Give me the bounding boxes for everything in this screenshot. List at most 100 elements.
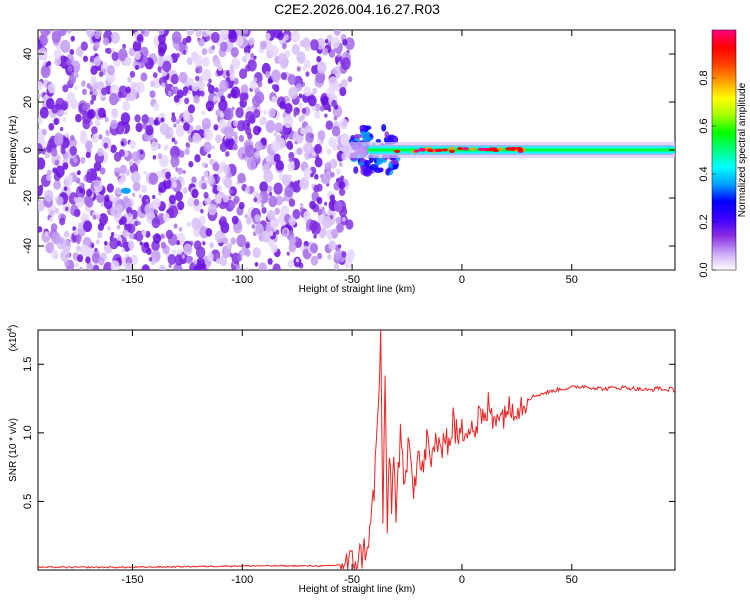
- heatmap-noise-cell: [104, 116, 109, 123]
- heatmap-noise-cell: [228, 195, 232, 200]
- heatmap-noise-cell: [106, 226, 111, 231]
- heatmap-noise-cell: [321, 172, 331, 185]
- heatmap-noise-cell: [280, 72, 287, 81]
- colorbar-tick-label: 0.2: [698, 214, 710, 229]
- heatmap-noise-cell: [314, 157, 323, 168]
- heatmap-noise-cell: [218, 119, 227, 129]
- heatmap-noise-cell: [115, 187, 122, 196]
- heatmap-noise-cell: [94, 247, 98, 252]
- heatmap-x-axis: -150 -100 -50 0 50: [121, 30, 578, 286]
- heatmap-noise-cell: [336, 222, 344, 233]
- heatmap-noise-cell: [170, 73, 179, 85]
- heatmap-noise-cell: [86, 188, 93, 197]
- heatmap-noise-cell: [134, 114, 141, 123]
- heatmap-noise-cell: [153, 102, 160, 111]
- heatmap-noise-cell: [38, 80, 44, 91]
- heatmap-noise-cell: [288, 157, 293, 163]
- signal-band-peak: [394, 149, 401, 153]
- colorbar-tick-label: 0.0: [698, 262, 710, 277]
- heatmap-noise-cell: [296, 108, 300, 113]
- heatmap-noise-cell: [191, 82, 199, 92]
- heatmap-noise-cell: [317, 252, 323, 260]
- heatmap-noise-cell: [185, 255, 192, 264]
- heatmap-noise-cell: [149, 90, 156, 99]
- heatmap-noise-cell: [245, 243, 250, 249]
- heatmap-noise-cell: [128, 232, 135, 240]
- heatmap-noise-cell: [141, 114, 149, 124]
- heatmap-noise-cell: [303, 59, 311, 69]
- heatmap-noise-cell: [287, 74, 297, 86]
- heatmap-noise-cell: [170, 145, 180, 159]
- heatmap-noise-cell: [283, 229, 288, 235]
- heatmap-noise-cell: [302, 37, 311, 49]
- heatmap-noise-cell: [303, 245, 308, 250]
- heatmap-noise-cell: [346, 249, 356, 261]
- heatmap-noise-cell: [81, 88, 87, 96]
- heatmap-noise-cell: [77, 222, 84, 230]
- heatmap-noise-cell: [53, 133, 64, 147]
- signal-band-peak: [457, 146, 464, 151]
- heatmap-noise-cell: [271, 140, 281, 153]
- heatmap-noise-cell: [191, 188, 199, 199]
- heatmap-noise-cell: [75, 196, 84, 208]
- heatmap-noise-cell: [145, 124, 154, 136]
- heatmap-noise-cell: [125, 86, 131, 94]
- y-tick-label: 1.0: [22, 425, 34, 440]
- heatmap-noise-cell: [140, 150, 144, 155]
- heatmap-noise-cell: [90, 61, 94, 67]
- heatmap-noise-cell: [254, 214, 261, 222]
- heatmap-noise-cell: [267, 258, 273, 265]
- heatmap-noise-cell: [53, 179, 62, 191]
- heatmap-noise-cell: [47, 60, 52, 66]
- heatmap-noise-cell: [193, 95, 200, 104]
- heatmap-noise-cell: [340, 133, 351, 147]
- heatmap-noise-cell: [203, 191, 209, 199]
- heatmap-noise-cell: [288, 216, 296, 227]
- heatmap-noise-cell: [240, 250, 245, 257]
- heatmap-noise-cell: [235, 107, 244, 119]
- heatmap-noise-cell: [205, 100, 215, 112]
- heatmap-noise-cell: [300, 207, 304, 212]
- heatmap-noise-cell: [175, 45, 180, 52]
- heatmap-noise-cell: [305, 132, 314, 144]
- heatmap-noise-cell: [80, 156, 86, 164]
- heatmap-noise-cell: [245, 127, 252, 136]
- x-tick-label: -150: [121, 574, 143, 586]
- heatmap-noise-cell: [296, 134, 303, 144]
- heatmap-noise-cell: [142, 230, 147, 237]
- heatmap-noise-cell: [222, 237, 229, 245]
- heatmap-noise-cell: [148, 257, 153, 262]
- heatmap-noise-cell: [195, 30, 202, 38]
- heatmap-noise-cell: [241, 153, 246, 159]
- heatmap-noise-cell: [70, 35, 76, 42]
- heatmap-noise-cell: [103, 142, 109, 149]
- heatmap-noise-cell: [117, 48, 128, 62]
- heatmap-noise-cell: [333, 263, 340, 270]
- heatmap-noise-cell: [120, 141, 125, 146]
- heatmap-noise-cell: [41, 230, 51, 243]
- snr-y-multiplier: (x104): [7, 325, 19, 352]
- heatmap-noise-cell: [116, 240, 122, 247]
- heatmap-noise-cell: [275, 134, 282, 143]
- heatmap-noise-cell: [177, 167, 183, 175]
- heatmap-noise-cell: [240, 84, 249, 95]
- heatmap-noise-cell: [270, 243, 278, 253]
- heatmap-noise-cell: [340, 57, 351, 71]
- signal-band-peak: [497, 147, 504, 151]
- heatmap-noise-cell: [239, 68, 248, 80]
- heatmap-noise-cell: [142, 56, 149, 64]
- heatmap-noise-cell: [215, 134, 222, 144]
- heatmap-noise-cell: [341, 216, 346, 222]
- heatmap-noise-cell: [331, 125, 341, 137]
- heatmap-noise-cell: [376, 156, 381, 166]
- y-tick-label: 1.5: [22, 357, 34, 372]
- heatmap-noise-cell: [171, 31, 182, 44]
- heatmap-noise-cell: [206, 35, 211, 42]
- heatmap-noise-cell: [172, 181, 178, 188]
- heatmap-noise-cell: [310, 39, 319, 51]
- heatmap-noise-cell: [333, 115, 338, 121]
- heatmap-noise-cell: [186, 221, 191, 228]
- heatmap-noise-cell: [303, 86, 311, 97]
- heatmap-noise-cell: [259, 109, 263, 114]
- heatmap-y-axis: -40 -20 0 20 40: [22, 48, 675, 254]
